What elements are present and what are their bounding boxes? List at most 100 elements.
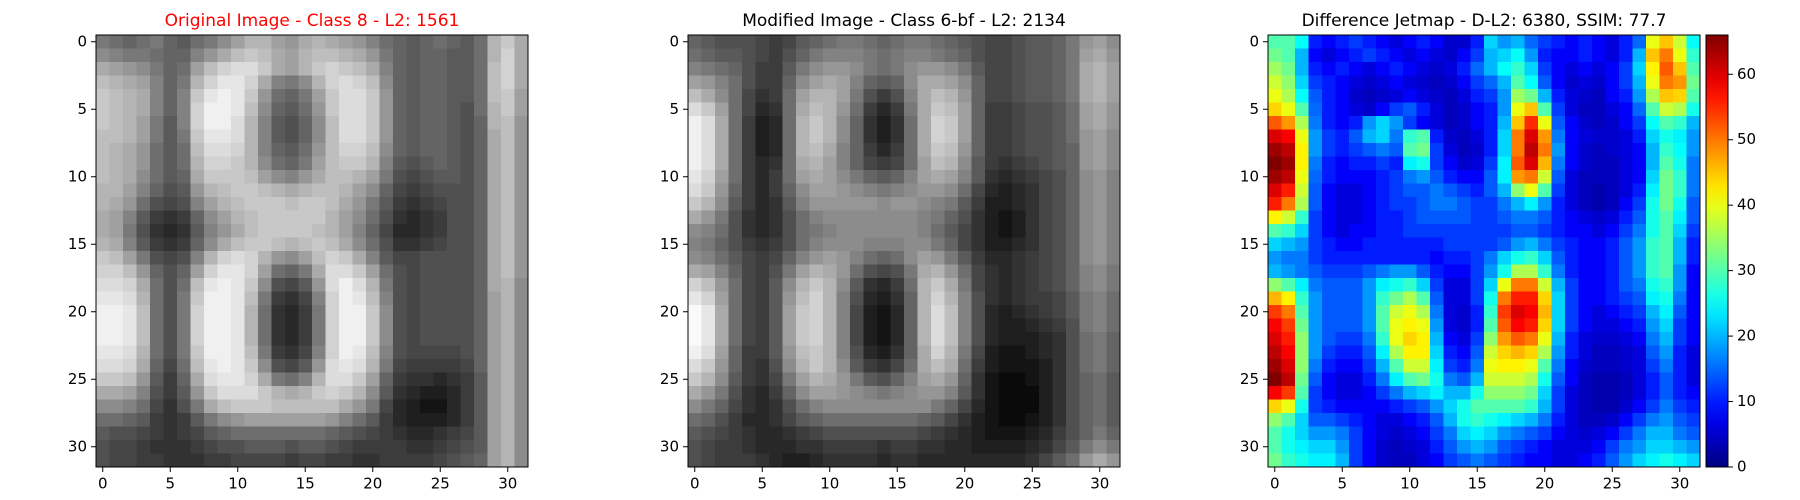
cell <box>474 318 488 333</box>
cell <box>877 170 891 184</box>
cell <box>755 291 770 306</box>
cell <box>917 264 932 279</box>
cell <box>285 318 299 333</box>
cell <box>1079 386 1094 400</box>
cell <box>514 251 529 265</box>
cell <box>474 48 488 63</box>
cell <box>688 170 702 184</box>
cell <box>1592 426 1606 441</box>
cell <box>150 237 164 252</box>
colorbar <box>1705 34 1729 468</box>
cell <box>163 278 178 292</box>
cell <box>782 440 797 454</box>
cell <box>420 224 434 238</box>
cell <box>96 264 110 279</box>
cell <box>406 48 421 63</box>
cell <box>688 197 702 211</box>
cell <box>1362 116 1377 130</box>
cell <box>931 156 945 171</box>
cell <box>958 413 972 427</box>
cell <box>1093 48 1107 63</box>
cell <box>1565 102 1579 117</box>
cell <box>1646 453 1660 468</box>
cell <box>1349 224 1363 238</box>
cell <box>379 237 394 252</box>
cell <box>755 75 770 90</box>
cell <box>420 197 434 211</box>
cell <box>809 345 824 360</box>
cell <box>96 224 110 238</box>
cell <box>1376 48 1390 63</box>
cell <box>1659 305 1674 319</box>
cell <box>742 62 756 76</box>
cell <box>447 143 461 157</box>
cell <box>782 305 797 319</box>
cell <box>1524 129 1539 144</box>
cell <box>447 156 461 171</box>
cell <box>917 399 932 414</box>
cell <box>190 359 205 373</box>
cell <box>366 170 380 184</box>
cell <box>1376 332 1390 346</box>
cell <box>1052 453 1067 468</box>
cell <box>809 453 824 468</box>
cell <box>931 75 945 90</box>
cell <box>204 89 218 103</box>
cell <box>366 116 380 130</box>
cell <box>433 318 448 333</box>
cell <box>1592 224 1606 238</box>
cell <box>501 102 515 117</box>
cell <box>433 116 448 130</box>
cell <box>190 278 205 292</box>
cell <box>917 237 932 252</box>
cell <box>1619 116 1633 130</box>
cell <box>985 386 999 400</box>
cell <box>460 413 475 427</box>
cell <box>877 129 891 144</box>
cell <box>514 197 529 211</box>
cell <box>1416 399 1431 414</box>
cell <box>769 116 783 130</box>
cell <box>1686 75 1701 90</box>
cell <box>190 345 205 360</box>
cell <box>1025 440 1040 454</box>
cell <box>688 183 702 198</box>
cell <box>1673 156 1687 171</box>
cell <box>1497 62 1512 76</box>
cell <box>850 129 864 144</box>
cell <box>96 129 110 144</box>
cell <box>1403 453 1417 468</box>
cell <box>1376 35 1390 49</box>
cell <box>877 426 891 441</box>
cell <box>1551 372 1566 387</box>
cell <box>877 237 891 252</box>
cell <box>998 183 1013 198</box>
cell <box>109 102 124 117</box>
cell <box>420 210 434 225</box>
cell <box>231 129 245 144</box>
cell <box>1632 129 1647 144</box>
cell <box>352 386 367 400</box>
cell <box>715 278 729 292</box>
cell <box>1578 89 1593 103</box>
cell <box>1443 183 1458 198</box>
cell <box>217 251 232 265</box>
cell <box>823 156 837 171</box>
cell <box>931 305 945 319</box>
cell <box>420 170 434 184</box>
cell <box>325 224 340 238</box>
cell <box>1093 426 1107 441</box>
cell <box>1565 345 1579 360</box>
cell <box>393 129 407 144</box>
cell <box>501 210 515 225</box>
cell <box>1093 440 1107 454</box>
cell <box>258 440 272 454</box>
cell <box>688 129 702 144</box>
cell <box>985 453 999 468</box>
cell <box>1524 386 1539 400</box>
cell <box>420 278 434 292</box>
cell <box>1592 143 1606 157</box>
cell <box>1416 116 1431 130</box>
cell <box>958 399 972 414</box>
cell <box>1592 129 1606 144</box>
